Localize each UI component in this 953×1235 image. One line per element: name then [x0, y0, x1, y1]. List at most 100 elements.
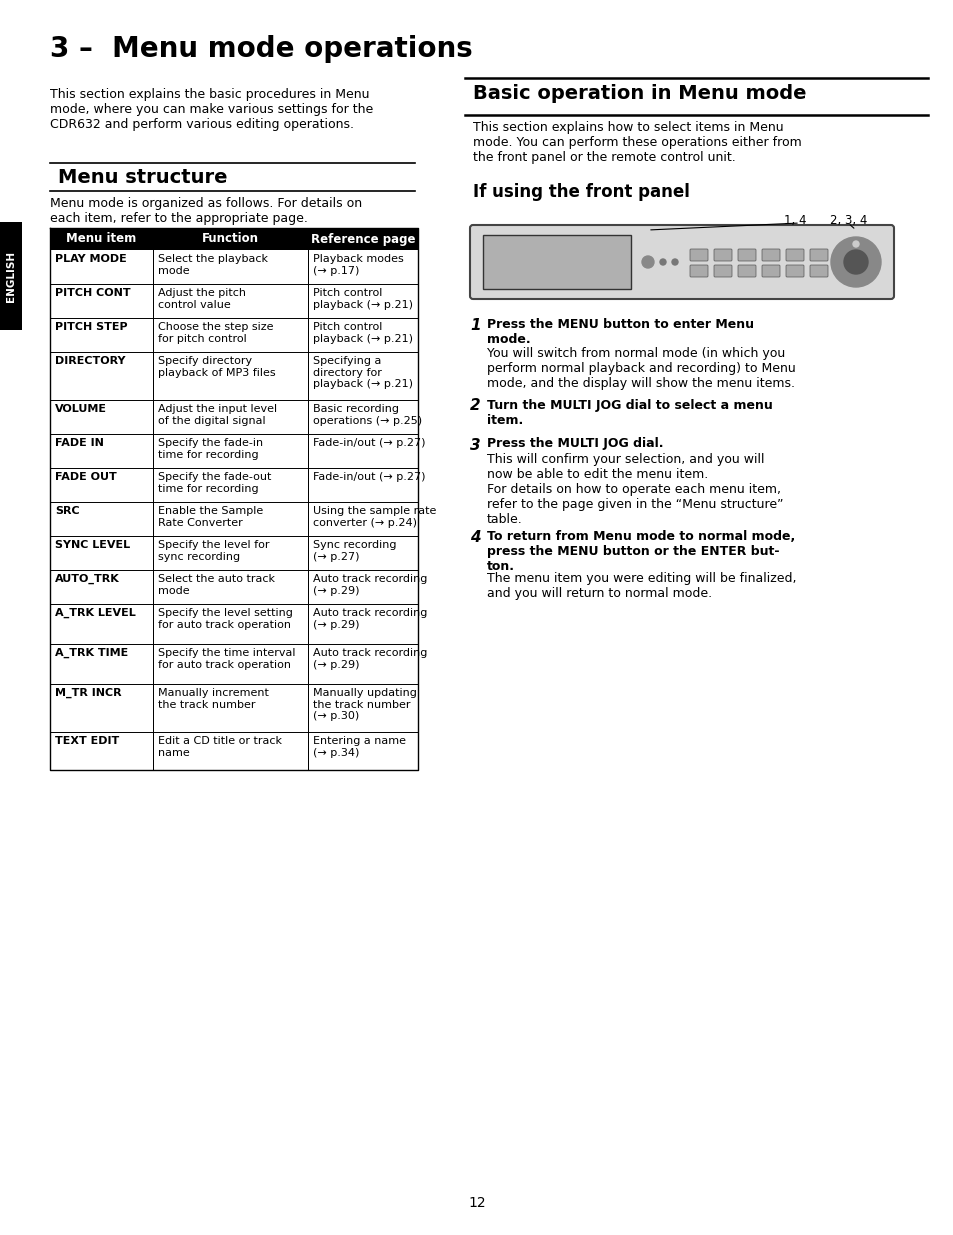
- Text: Menu structure: Menu structure: [58, 168, 227, 186]
- FancyBboxPatch shape: [689, 249, 707, 261]
- FancyBboxPatch shape: [50, 732, 417, 769]
- Text: 2: 2: [470, 399, 480, 414]
- FancyBboxPatch shape: [738, 266, 755, 277]
- Text: Function: Function: [202, 232, 258, 246]
- Text: Manually updating
the track number
(→ p.30): Manually updating the track number (→ p.…: [313, 688, 416, 721]
- FancyBboxPatch shape: [809, 266, 827, 277]
- Text: M_TR INCR: M_TR INCR: [55, 688, 121, 698]
- FancyBboxPatch shape: [689, 266, 707, 277]
- FancyBboxPatch shape: [713, 249, 731, 261]
- Text: 3: 3: [470, 437, 480, 452]
- Text: Menu item: Menu item: [67, 232, 136, 246]
- Text: Manually increment
the track number: Manually increment the track number: [158, 688, 269, 710]
- Text: 4: 4: [470, 530, 480, 545]
- Text: You will switch from normal mode (in which you
perform normal playback and recor: You will switch from normal mode (in whi…: [486, 347, 795, 390]
- Text: Playback modes
(→ p.17): Playback modes (→ p.17): [313, 254, 403, 275]
- FancyBboxPatch shape: [470, 225, 893, 299]
- Text: FADE IN: FADE IN: [55, 438, 104, 448]
- Text: Fade-in/out (→ p.27): Fade-in/out (→ p.27): [313, 472, 425, 482]
- Text: 2, 3, 4: 2, 3, 4: [829, 214, 866, 227]
- Text: Press the MULTI JOG dial.: Press the MULTI JOG dial.: [486, 437, 662, 451]
- Text: Menu mode is organized as follows. For details on
each item, refer to the approp: Menu mode is organized as follows. For d…: [50, 198, 362, 225]
- Text: A_TRK LEVEL: A_TRK LEVEL: [55, 608, 135, 619]
- Text: Specify the time interval
for auto track operation: Specify the time interval for auto track…: [158, 648, 295, 669]
- FancyBboxPatch shape: [50, 468, 417, 501]
- FancyBboxPatch shape: [50, 643, 417, 684]
- FancyBboxPatch shape: [785, 249, 803, 261]
- Circle shape: [830, 237, 880, 287]
- FancyBboxPatch shape: [0, 222, 22, 330]
- Text: Turn the MULTI JOG dial to select a menu
item.: Turn the MULTI JOG dial to select a menu…: [486, 399, 772, 426]
- FancyBboxPatch shape: [50, 228, 417, 249]
- Text: Pitch control
playback (→ p.21): Pitch control playback (→ p.21): [313, 322, 413, 343]
- Circle shape: [641, 256, 654, 268]
- Text: Specify the level setting
for auto track operation: Specify the level setting for auto track…: [158, 608, 293, 630]
- FancyBboxPatch shape: [738, 249, 755, 261]
- Text: Specify the fade-out
time for recording: Specify the fade-out time for recording: [158, 472, 271, 494]
- Text: Adjust the pitch
control value: Adjust the pitch control value: [158, 288, 246, 310]
- Text: To return from Menu mode to normal mode,
press the MENU button or the ENTER but-: To return from Menu mode to normal mode,…: [486, 530, 795, 573]
- Text: ENGLISH: ENGLISH: [6, 251, 16, 301]
- Text: Choose the step size
for pitch control: Choose the step size for pitch control: [158, 322, 274, 343]
- Text: This section explains how to select items in Menu
mode. You can perform these op: This section explains how to select item…: [473, 121, 801, 164]
- Text: SYNC LEVEL: SYNC LEVEL: [55, 540, 130, 550]
- Text: PITCH STEP: PITCH STEP: [55, 322, 128, 332]
- Text: Adjust the input level
of the digital signal: Adjust the input level of the digital si…: [158, 404, 276, 426]
- Text: Sync recording
(→ p.27): Sync recording (→ p.27): [313, 540, 396, 562]
- Text: FADE OUT: FADE OUT: [55, 472, 116, 482]
- Text: Reference page: Reference page: [311, 232, 415, 246]
- FancyBboxPatch shape: [50, 249, 417, 284]
- Text: Auto track recording
(→ p.29): Auto track recording (→ p.29): [313, 608, 427, 630]
- Text: Enable the Sample
Rate Converter: Enable the Sample Rate Converter: [158, 506, 263, 527]
- FancyBboxPatch shape: [50, 604, 417, 643]
- FancyBboxPatch shape: [50, 571, 417, 604]
- Text: Basic recording
operations (→ p.25): Basic recording operations (→ p.25): [313, 404, 421, 426]
- Text: Basic operation in Menu mode: Basic operation in Menu mode: [473, 84, 805, 103]
- Text: Edit a CD title or track
name: Edit a CD title or track name: [158, 736, 282, 757]
- Text: Using the sample rate
converter (→ p.24): Using the sample rate converter (→ p.24): [313, 506, 436, 527]
- FancyBboxPatch shape: [50, 684, 417, 732]
- Circle shape: [671, 259, 678, 266]
- Text: 1: 1: [470, 317, 480, 333]
- Text: 3 –  Menu mode operations: 3 – Menu mode operations: [50, 35, 473, 63]
- Text: Specifying a
directory for
playback (→ p.21): Specifying a directory for playback (→ p…: [313, 356, 413, 389]
- Circle shape: [659, 259, 665, 266]
- Text: AUTO_TRK: AUTO_TRK: [55, 574, 120, 584]
- FancyBboxPatch shape: [50, 317, 417, 352]
- Text: Auto track recording
(→ p.29): Auto track recording (→ p.29): [313, 574, 427, 595]
- Text: Specify directory
playback of MP3 files: Specify directory playback of MP3 files: [158, 356, 275, 378]
- FancyBboxPatch shape: [50, 284, 417, 317]
- Text: TEXT EDIT: TEXT EDIT: [55, 736, 119, 746]
- Text: This section explains the basic procedures in Menu
mode, where you can make vari: This section explains the basic procedur…: [50, 88, 373, 131]
- FancyBboxPatch shape: [785, 266, 803, 277]
- Text: Specify the level for
sync recording: Specify the level for sync recording: [158, 540, 269, 562]
- FancyBboxPatch shape: [50, 400, 417, 433]
- FancyBboxPatch shape: [50, 433, 417, 468]
- Text: Auto track recording
(→ p.29): Auto track recording (→ p.29): [313, 648, 427, 669]
- Text: Select the playback
mode: Select the playback mode: [158, 254, 268, 275]
- FancyBboxPatch shape: [761, 266, 780, 277]
- Text: PITCH CONT: PITCH CONT: [55, 288, 131, 298]
- FancyBboxPatch shape: [482, 235, 630, 289]
- Text: A_TRK TIME: A_TRK TIME: [55, 648, 128, 658]
- FancyBboxPatch shape: [50, 536, 417, 571]
- FancyBboxPatch shape: [50, 501, 417, 536]
- Text: Entering a name
(→ p.34): Entering a name (→ p.34): [313, 736, 406, 757]
- Circle shape: [843, 249, 867, 274]
- Text: SRC: SRC: [55, 506, 79, 516]
- Text: The menu item you were editing will be finalized,
and you will return to normal : The menu item you were editing will be f…: [486, 572, 796, 600]
- Text: VOLUME: VOLUME: [55, 404, 107, 414]
- Circle shape: [852, 241, 858, 247]
- Text: DIRECTORY: DIRECTORY: [55, 356, 126, 366]
- FancyBboxPatch shape: [713, 266, 731, 277]
- Text: Pitch control
playback (→ p.21): Pitch control playback (→ p.21): [313, 288, 413, 310]
- Text: Specify the fade-in
time for recording: Specify the fade-in time for recording: [158, 438, 263, 459]
- Text: Fade-in/out (→ p.27): Fade-in/out (→ p.27): [313, 438, 425, 448]
- Text: 1, 4: 1, 4: [783, 214, 805, 227]
- FancyBboxPatch shape: [50, 352, 417, 400]
- Text: This will confirm your selection, and you will
now be able to edit the menu item: This will confirm your selection, and yo…: [486, 453, 782, 526]
- Text: Select the auto track
mode: Select the auto track mode: [158, 574, 274, 595]
- FancyBboxPatch shape: [809, 249, 827, 261]
- FancyBboxPatch shape: [761, 249, 780, 261]
- Text: If using the front panel: If using the front panel: [473, 183, 689, 201]
